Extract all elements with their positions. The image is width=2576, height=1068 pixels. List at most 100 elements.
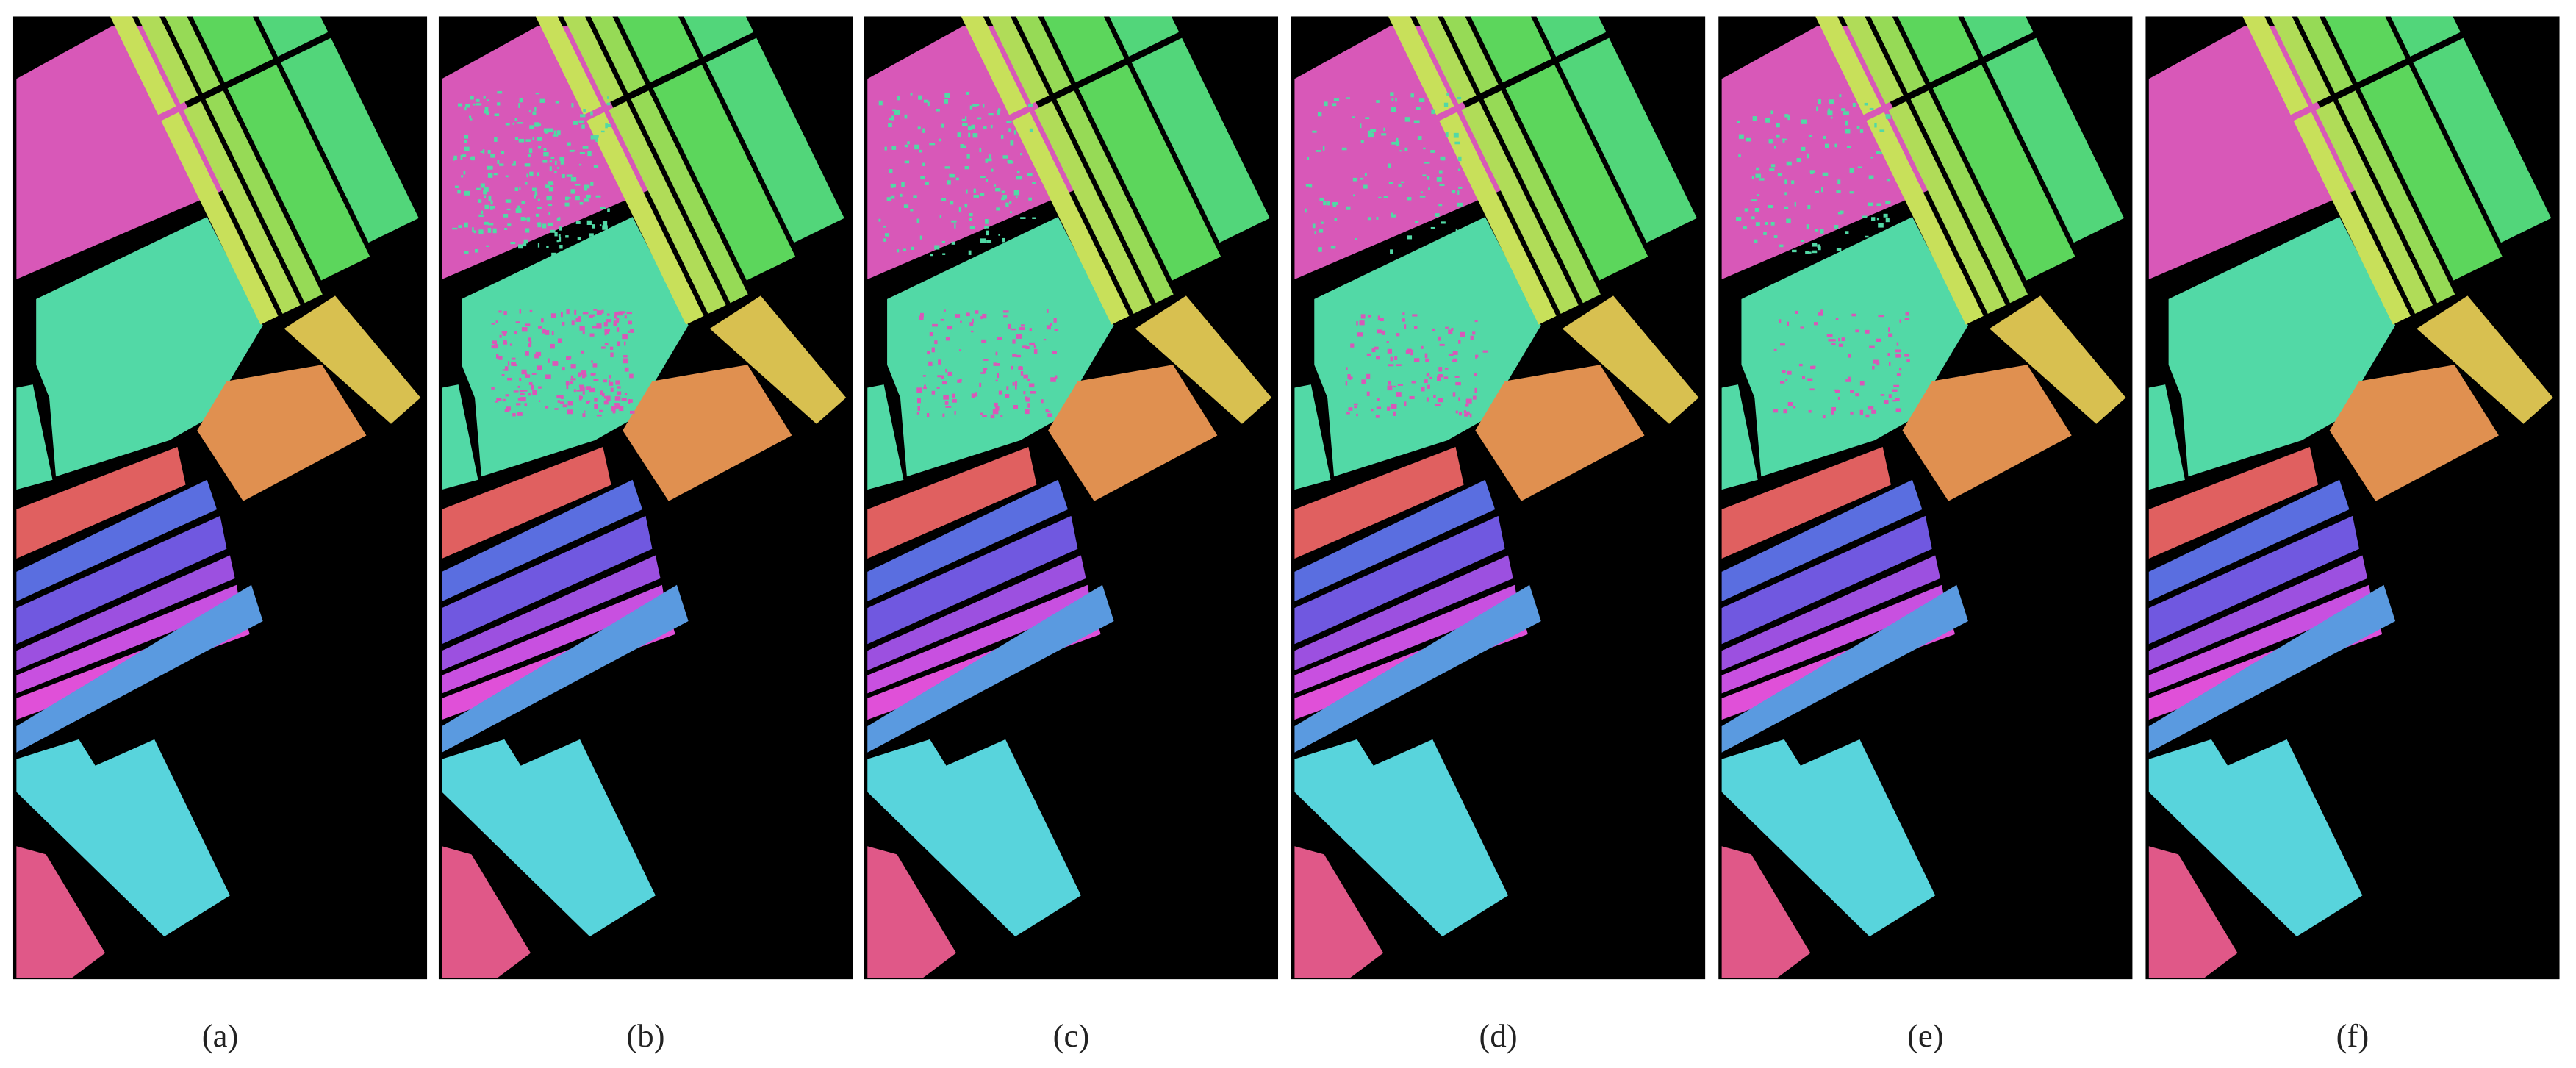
noise-speckle <box>997 337 1002 340</box>
noise-speckle <box>520 397 526 402</box>
noise-speckle <box>1845 120 1848 126</box>
noise-speckle <box>1451 327 1454 331</box>
panel-label: (f) <box>2336 1017 2369 1054</box>
noise-speckle <box>1852 102 1856 107</box>
noise-speckle <box>916 387 922 393</box>
noise-speckle <box>1787 115 1790 121</box>
noise-speckle <box>547 222 553 226</box>
noise-speckle <box>1023 374 1028 379</box>
noise-speckle <box>1857 166 1862 168</box>
noise-speckle <box>1010 328 1016 331</box>
noise-speckle <box>942 253 946 255</box>
noise-speckle <box>991 168 994 172</box>
noise-speckle <box>1770 222 1775 226</box>
noise-speckle <box>617 341 621 346</box>
noise-speckle <box>986 240 992 243</box>
noise-speckle <box>1472 331 1476 335</box>
noise-speckle <box>514 137 519 140</box>
noise-speckle <box>1814 322 1818 326</box>
noise-speckle <box>557 400 560 403</box>
noise-speckle <box>1419 196 1426 198</box>
noise-speckle <box>1848 376 1851 381</box>
noise-speckle <box>942 413 945 417</box>
noise-speckle <box>883 238 886 242</box>
noise-speckle <box>505 175 509 178</box>
noise-speckle <box>570 381 573 384</box>
noise-speckle <box>1308 184 1313 188</box>
noise-speckle <box>1020 217 1026 219</box>
noise-speckle <box>952 398 957 403</box>
noise-speckle <box>1420 251 1426 256</box>
noise-speckle <box>599 224 602 227</box>
noise-speckle <box>575 246 578 251</box>
noise-speckle <box>1820 309 1823 314</box>
noise-speckle <box>1424 162 1430 164</box>
noise-speckle <box>995 406 1000 411</box>
noise-speckle <box>1812 243 1818 247</box>
noise-speckle <box>531 384 534 390</box>
noise-speckle <box>1431 109 1435 115</box>
noise-speckle <box>538 326 542 329</box>
noise-speckle <box>1371 348 1376 353</box>
noise-speckle <box>1801 146 1806 151</box>
noise-speckle <box>581 350 584 354</box>
noise-speckle <box>938 359 941 365</box>
noise-speckle <box>1360 140 1364 143</box>
noise-speckle <box>1873 359 1879 364</box>
noise-speckle <box>580 114 586 118</box>
noise-speckle <box>986 230 989 236</box>
noise-speckle <box>936 108 940 112</box>
noise-speckle <box>1851 313 1856 317</box>
noise-speckle <box>1388 163 1391 168</box>
noise-speckle <box>945 337 950 341</box>
noise-speckle <box>617 391 622 395</box>
noise-speckle <box>583 410 586 413</box>
noise-speckle <box>1805 251 1809 254</box>
noise-speckle <box>1887 353 1890 356</box>
noise-speckle <box>1794 201 1796 207</box>
noise-speckle <box>1826 334 1833 337</box>
noise-speckle <box>1828 339 1834 342</box>
noise-speckle <box>1032 217 1036 219</box>
noise-speckle <box>1885 114 1890 118</box>
noise-speckle <box>545 330 550 335</box>
noise-speckle <box>570 176 577 182</box>
noise-speckle <box>1030 391 1036 394</box>
noise-speckle <box>490 154 495 158</box>
noise-speckle <box>974 392 977 397</box>
noise-speckle <box>1380 318 1384 322</box>
noise-speckle <box>928 361 933 366</box>
noise-speckle <box>1754 207 1759 212</box>
noise-speckle <box>623 355 628 358</box>
noise-speckle <box>507 223 512 226</box>
noise-speckle <box>1438 367 1443 372</box>
noise-speckle <box>914 144 919 150</box>
noise-speckle <box>1027 104 1033 107</box>
noise-speckle <box>1453 132 1459 138</box>
noise-speckle <box>551 252 557 257</box>
noise-speckle <box>1332 103 1337 107</box>
noise-speckle <box>1012 381 1015 386</box>
noise-speckle <box>934 340 938 345</box>
noise-speckle <box>470 96 474 100</box>
noise-speckle <box>1861 246 1863 248</box>
noise-speckle <box>521 327 528 332</box>
noise-speckle <box>575 196 580 201</box>
noise-speckle <box>1463 410 1467 413</box>
noise-speckle <box>923 387 927 390</box>
noise-speckle <box>573 389 576 393</box>
noise-speckle <box>883 225 886 228</box>
noise-speckle <box>1838 337 1840 342</box>
noise-speckle <box>1021 324 1025 327</box>
noise-speckle <box>582 331 585 334</box>
noise-speckle <box>1831 410 1834 415</box>
noise-speckle <box>1316 150 1321 152</box>
noise-speckle <box>593 379 599 381</box>
panel-label: (c) <box>1053 1017 1090 1054</box>
noise-speckle <box>486 111 489 115</box>
noise-speckle <box>1376 398 1380 401</box>
noise-speckle <box>609 375 611 379</box>
noise-speckle <box>1353 403 1358 406</box>
noise-speckle <box>1003 315 1008 318</box>
